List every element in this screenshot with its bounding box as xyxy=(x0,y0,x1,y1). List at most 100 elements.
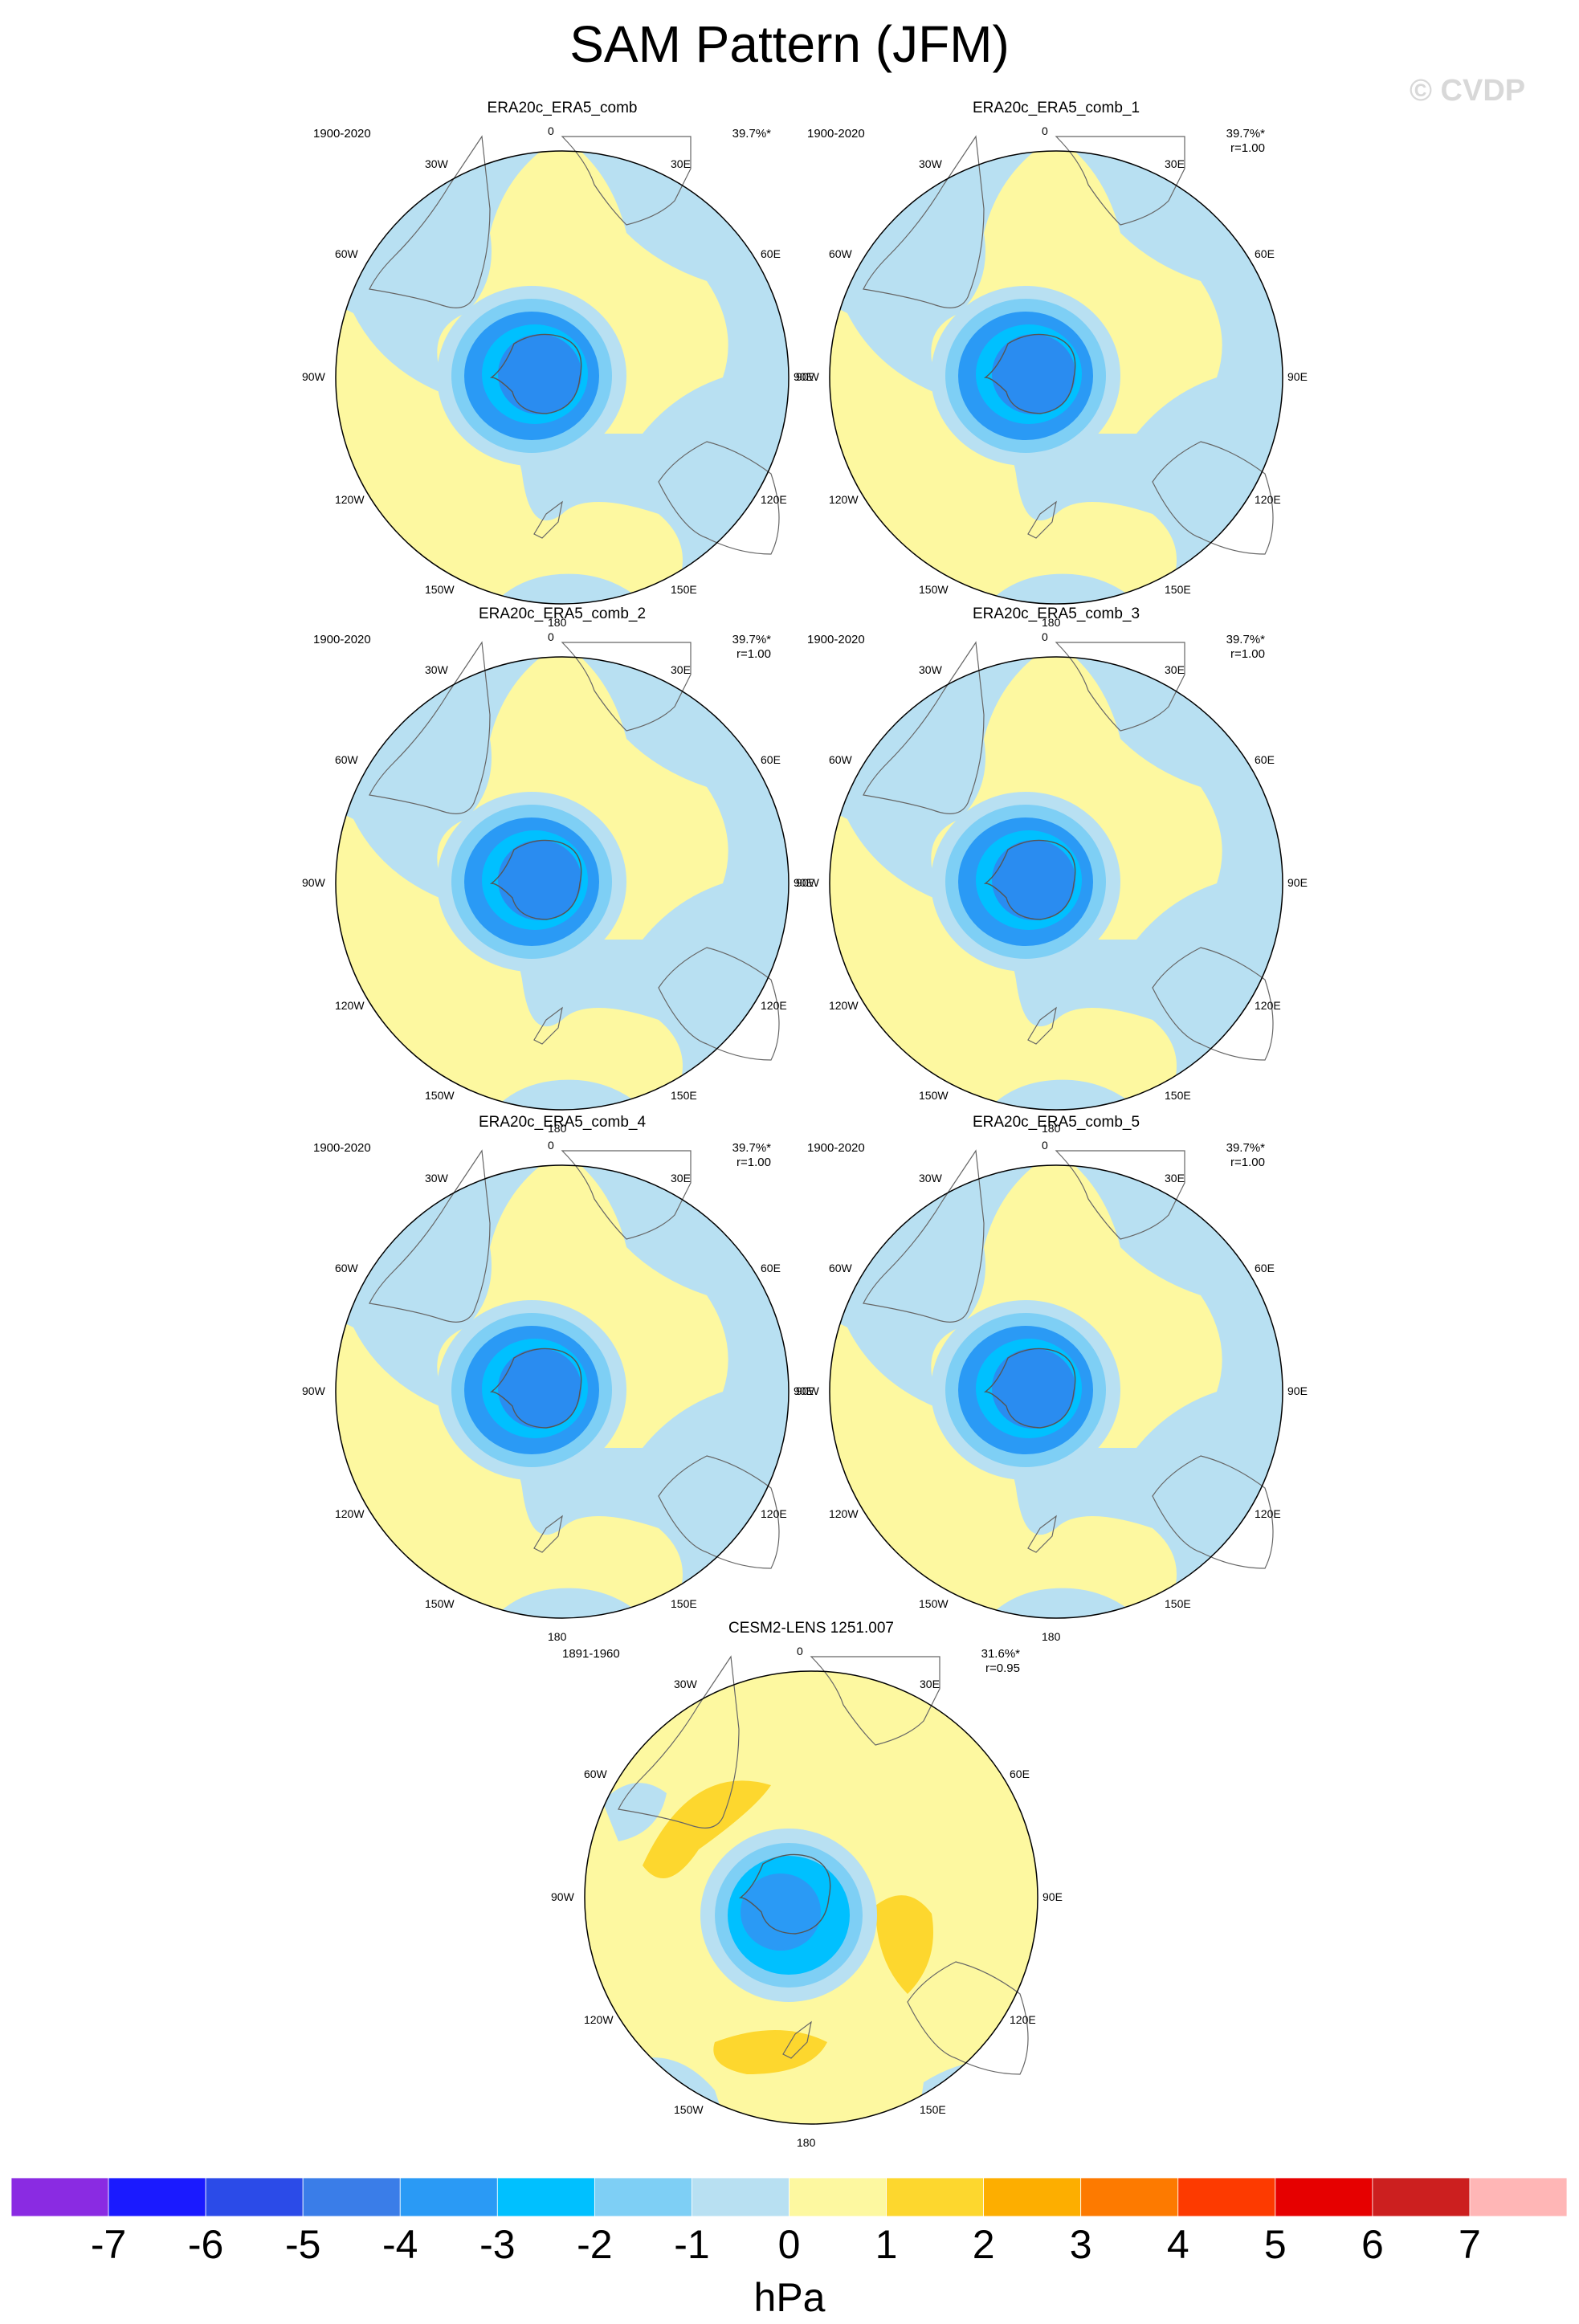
lon-label-150e: 150E xyxy=(920,2103,946,2116)
panel-pattern-correlation: r=1.00 xyxy=(1230,1156,1265,1169)
new-zealand-coastline xyxy=(533,1515,563,1553)
lon-label-30e: 30E xyxy=(1165,1171,1185,1184)
africa-coastline xyxy=(1055,1150,1185,1240)
colorbar xyxy=(11,2178,1567,2216)
lon-label-30e: 30E xyxy=(1165,663,1185,676)
lon-label-60w: 60W xyxy=(334,753,358,766)
lon-label-60e: 60E xyxy=(761,753,781,766)
lon-label-30w: 30W xyxy=(919,1171,942,1184)
colorbar-swatch xyxy=(983,2178,1082,2216)
map-boundary xyxy=(335,150,790,605)
polar-map xyxy=(335,135,790,605)
africa-coastline xyxy=(561,136,692,226)
panel-pattern-correlation: r=1.00 xyxy=(736,1156,771,1169)
map-panel: ERA20c_ERA5_comb_5 1900-2020 39.7%* r=1.00 0… xyxy=(796,1114,1308,1643)
lon-label-30w: 30W xyxy=(919,157,942,170)
lon-label-60e: 60E xyxy=(761,1262,781,1274)
colorbar-swatch xyxy=(1275,2178,1373,2216)
lon-label-90e: 90E xyxy=(794,1384,814,1397)
lon-label-0: 0 xyxy=(797,1645,803,1657)
colorbar-tick-label: -5 xyxy=(284,2222,321,2267)
panel-variance-pct: 31.6%* xyxy=(981,1647,1020,1661)
colorbar-tick-label: 3 xyxy=(1069,2222,1092,2267)
lon-label-150e: 150E xyxy=(1165,1089,1191,1102)
lon-label-180: 180 xyxy=(1042,1630,1061,1643)
anomaly-neg4-neg3 xyxy=(498,1348,581,1429)
colorbar-tick-label: 2 xyxy=(972,2222,995,2267)
antarctica-coastline xyxy=(983,839,1076,920)
lon-label-90e: 90E xyxy=(1042,1890,1063,1903)
lon-label-30w: 30W xyxy=(919,663,942,676)
lon-label-30w: 30W xyxy=(425,1171,448,1184)
lon-label-120w: 120W xyxy=(828,999,859,1012)
antarctica-coastline xyxy=(983,1348,1076,1429)
lon-label-60w: 60W xyxy=(583,1767,607,1780)
panel-variance-pct: 39.7%* xyxy=(732,633,771,646)
colorbar-swatch xyxy=(1372,2178,1471,2216)
lon-label-120w: 120W xyxy=(334,1507,365,1520)
lon-label-90e: 90E xyxy=(1287,1384,1308,1397)
lon-label-30w: 30W xyxy=(425,663,448,676)
map-boundary xyxy=(335,656,790,1111)
colorbar-swatch xyxy=(399,2178,498,2216)
map-panel: ERA20c_ERA5_comb_2 1900-2020 39.7%* r=1.00 0… xyxy=(302,605,814,1135)
polar-map xyxy=(829,641,1283,1111)
colorbar-swatch xyxy=(205,2178,304,2216)
panel-variance-pct: 39.7%* xyxy=(1226,633,1265,646)
lon-label-60e: 60E xyxy=(761,247,781,260)
lon-label-90e: 90E xyxy=(794,370,814,383)
map-boundary xyxy=(829,150,1283,605)
antarctica-coastline xyxy=(489,1348,582,1429)
australia-coastline xyxy=(658,1455,780,1569)
lon-label-60w: 60W xyxy=(828,753,852,766)
panel-variance-pct: 39.7%* xyxy=(732,1141,771,1155)
lon-label-60e: 60E xyxy=(1255,753,1275,766)
lon-label-90e: 90E xyxy=(794,876,814,889)
panel-variance-pct: 39.7%* xyxy=(1226,1141,1265,1155)
colorbar-tick-label: -1 xyxy=(674,2222,710,2267)
colorbar-swatch xyxy=(1177,2178,1276,2216)
south-america-coastline xyxy=(369,135,491,308)
anomaly-1-2 xyxy=(643,1780,771,1878)
map-boundary xyxy=(584,1670,1038,2125)
polar-map xyxy=(829,1149,1283,1619)
lon-label-30w: 30W xyxy=(425,157,448,170)
lon-label-180: 180 xyxy=(1042,616,1061,629)
colorbar-swatch xyxy=(302,2178,401,2216)
lon-label-120e: 120E xyxy=(1255,1507,1281,1520)
new-zealand-coastline xyxy=(782,2020,812,2059)
new-zealand-coastline xyxy=(533,1006,563,1045)
colorbar-tick-label: 1 xyxy=(875,2222,898,2267)
lon-label-90w: 90W xyxy=(796,1384,819,1397)
panel-title: ERA20c_ERA5_comb_3 xyxy=(972,605,1140,622)
lon-label-150w: 150W xyxy=(919,1089,949,1102)
lon-label-60e: 60E xyxy=(1255,247,1275,260)
colorbar-tick-label: -7 xyxy=(90,2222,127,2267)
new-zealand-coastline xyxy=(533,500,563,539)
panel-title: CESM2-LENS 1251.007 xyxy=(728,1620,894,1637)
panel-title: ERA20c_ERA5_comb_1 xyxy=(972,100,1140,116)
lon-label-150e: 150E xyxy=(671,583,697,596)
lon-label-150e: 150E xyxy=(1165,1597,1191,1610)
colorbar-tick-label: -3 xyxy=(479,2222,516,2267)
colorbar-swatch xyxy=(594,2178,692,2216)
africa-coastline xyxy=(810,1656,940,1746)
lon-label-150e: 150E xyxy=(671,1089,697,1102)
australia-coastline xyxy=(907,1961,1029,2075)
australia-coastline xyxy=(658,441,780,555)
lon-label-180: 180 xyxy=(548,1630,567,1643)
panel-period: 1900-2020 xyxy=(313,127,371,141)
polar-map xyxy=(335,641,790,1111)
anomaly-neg1-0 xyxy=(976,573,1153,604)
map-panel: ERA20c_ERA5_comb_4 1900-2020 39.7%* r=1.00 0… xyxy=(302,1114,814,1643)
lon-label-0: 0 xyxy=(548,630,554,643)
lon-label-60w: 60W xyxy=(334,1262,358,1274)
colorbar-tick-label: -2 xyxy=(577,2222,613,2267)
lon-label-120e: 120E xyxy=(761,999,787,1012)
colorbar-swatch xyxy=(108,2178,206,2216)
colorbar-swatches xyxy=(11,2178,1567,2216)
anomaly-neg1-0 xyxy=(482,573,659,604)
lon-label-30w: 30W xyxy=(674,1677,697,1690)
new-zealand-coastline xyxy=(1027,500,1057,539)
panel-pattern-correlation: r=1.00 xyxy=(1230,647,1265,661)
